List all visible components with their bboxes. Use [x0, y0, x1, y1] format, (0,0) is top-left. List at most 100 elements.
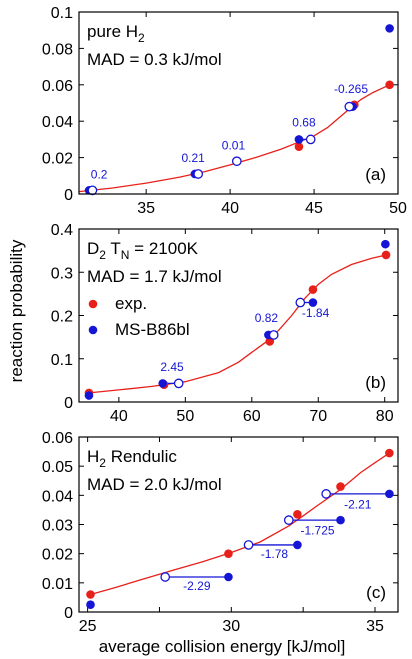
y-tick-label: 0.06 — [42, 78, 73, 95]
y-tick-label: 0.03 — [42, 518, 73, 535]
panel-2: 40 50 60 70 80 0 0.1 0.2 0.3 0.4 2.45 0.82 -1.84 D2 T… — [51, 222, 399, 425]
x-tick-label: 80 — [376, 408, 394, 425]
panel-1: 35 40 45 50 0 0.02 0.04 0.06 0.08 0.1 0.2 0.21 0.01 0… — [42, 5, 407, 217]
panel-title-tail: = 2100K — [129, 239, 198, 258]
exp-point — [224, 549, 233, 558]
y-tick-label: 0 — [64, 187, 73, 204]
panel-title-main: H — [87, 447, 99, 466]
panel-title-subscript: 2 — [99, 248, 106, 262]
shift-label: -1.84 — [302, 306, 330, 320]
theory-point — [385, 24, 394, 33]
y-tick-label: 0.2 — [51, 309, 73, 326]
y-tick-label: 0.1 — [51, 5, 73, 22]
fit-curve — [90, 452, 390, 596]
shift-label: -1.725 — [301, 524, 335, 538]
y-tick-label: 0.04 — [42, 114, 73, 131]
mad-label: MAD = 1.7 kJ/mol — [87, 267, 222, 286]
panel-title-subscript: 2 — [138, 31, 145, 45]
y-tick-label: 0.01 — [42, 576, 73, 593]
panel-title-main: D — [87, 239, 99, 258]
plot-frame — [78, 228, 399, 403]
shifted-point — [193, 169, 204, 179]
panel-title: H2 Rendulic — [87, 447, 177, 470]
theory-point — [308, 298, 318, 307]
y-tick-label: 0.06 — [42, 430, 73, 447]
shifted-point — [321, 489, 332, 499]
panel-title-subscript: 2 — [99, 456, 106, 470]
shift-label: -1.78 — [261, 547, 289, 561]
shifted-point — [173, 378, 184, 389]
y-tick-label: 0 — [64, 395, 73, 412]
legend-theory-label: MS-B86bl — [115, 320, 190, 339]
exp-point — [294, 142, 304, 151]
shifted-point — [231, 156, 242, 167]
shift-label: 0.82 — [255, 311, 279, 325]
theory-point — [385, 489, 394, 499]
y-tick-label: 0.4 — [51, 222, 73, 239]
panel-3: 25 30 35 0 0.01 0.02 0.03 0.04 0.05 0.06 -2.29 -1.7… — [42, 430, 399, 635]
x-tick-label: 40 — [221, 200, 239, 217]
y-tick-label: 0.04 — [42, 488, 73, 505]
y-tick-label: 0.3 — [51, 265, 73, 282]
shifted-point — [344, 101, 355, 112]
shift-label: -2.21 — [344, 497, 372, 511]
theory-point — [381, 239, 390, 249]
exp-point — [381, 250, 391, 260]
exp-point — [385, 80, 394, 90]
panel-title: D2 TN = 2100K — [87, 239, 199, 262]
exp-point — [293, 509, 302, 519]
theory-point — [224, 572, 233, 582]
theory-point — [293, 540, 302, 550]
shift-label: 0.21 — [181, 151, 205, 165]
x-tick-label: 25 — [79, 618, 97, 635]
x-tick-label: 70 — [309, 408, 327, 425]
mad-label: MAD = 2.0 kJ/mol — [87, 475, 222, 494]
exp-point — [86, 590, 95, 599]
shifted-point — [160, 572, 171, 582]
legend-theory-marker — [88, 325, 98, 335]
panel-title-subscript: N — [121, 248, 130, 262]
shift-label: 0.01 — [222, 138, 246, 152]
panel-label: (c) — [366, 583, 386, 602]
y-tick-label: 0.1 — [51, 352, 73, 369]
x-tick-label: 60 — [243, 408, 261, 425]
panel-title-suffix: Rendulic — [106, 447, 177, 466]
theory-point — [158, 379, 168, 388]
exp-point — [308, 285, 318, 294]
shifted-point — [305, 134, 316, 145]
shifted-point — [295, 297, 306, 308]
x-tick-label: 50 — [176, 408, 194, 425]
y-tick-label: 0 — [64, 605, 73, 622]
legend-exp-marker — [88, 299, 98, 309]
exp-point — [385, 448, 394, 458]
shifted-point — [268, 330, 279, 340]
x-tick-label: 40 — [110, 408, 128, 425]
shifted-point — [243, 540, 254, 550]
shift-label: 0.2 — [91, 168, 108, 182]
x-axis-label: average collision energy [kJ/mol] — [99, 637, 346, 656]
panel-label: (a) — [365, 165, 386, 184]
theory-point — [86, 600, 95, 610]
x-tick-label: 35 — [137, 200, 155, 217]
legend-exp-label: exp. — [115, 294, 147, 313]
shift-label: 2.45 — [160, 360, 184, 374]
shift-label: -0.265 — [334, 82, 368, 96]
x-tick-label: 30 — [222, 618, 240, 635]
theory-point — [336, 515, 345, 525]
y-tick-label: 0.05 — [42, 459, 73, 476]
theory-point — [84, 391, 94, 400]
shift-label: -2.29 — [183, 579, 211, 593]
mad-label: MAD = 0.3 kJ/mol — [87, 50, 222, 69]
y-tick-label: 0.02 — [42, 547, 73, 564]
shift-label: 0.68 — [292, 116, 316, 130]
y-tick-label: 0.02 — [42, 151, 73, 168]
panel-label: (b) — [365, 373, 386, 392]
shifted-point — [87, 185, 98, 196]
exp-point — [336, 482, 345, 491]
panel-title-suffix: T — [106, 239, 121, 258]
panel-title-main: pure H — [87, 22, 138, 41]
plot-frame — [78, 11, 399, 195]
y-tick-label: 0.08 — [42, 41, 73, 58]
panel-title: pure H2 — [87, 22, 145, 45]
